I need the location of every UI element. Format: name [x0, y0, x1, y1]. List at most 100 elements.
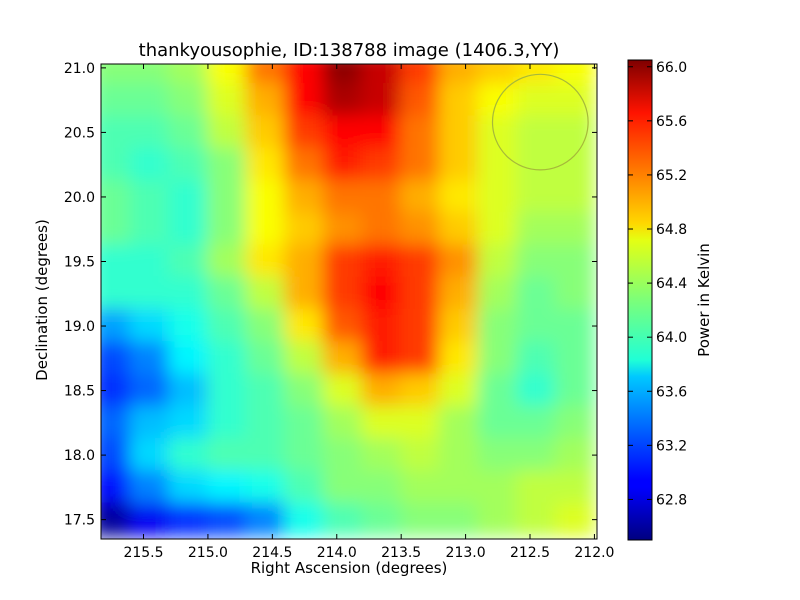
colorbar-ticks: 62.8 63.2 63.6 64.0 64.4 64.8 65.2 65.6 66.0 — [628, 60, 687, 508]
heatmap-cell — [168, 64, 209, 85]
heatmap-cell — [400, 83, 441, 118]
heatmap-cell — [245, 308, 287, 344]
heatmap-cell — [516, 308, 557, 344]
x-tick-label: 215.0 — [188, 545, 228, 561]
heatmap-cell — [129, 276, 171, 311]
y-tick-label: 21.0 — [64, 61, 95, 77]
y-tick-label: 18.0 — [64, 448, 95, 464]
heatmap-cell — [168, 83, 209, 118]
heatmap-cell — [129, 373, 171, 408]
heatmap-cell — [400, 438, 441, 473]
heatmap-cell — [361, 405, 403, 440]
heatmap-cell — [554, 212, 596, 247]
y-tick-label: 20.0 — [64, 190, 95, 206]
colorbar-tick-label: 65.2 — [656, 168, 687, 184]
heatmap-cell — [438, 341, 480, 376]
heatmap-cell — [245, 276, 287, 311]
heatmap-cell — [516, 470, 557, 505]
heatmap-cell — [168, 179, 209, 215]
heatmap-cell — [206, 115, 248, 150]
x-tick-label: 214.5 — [252, 545, 292, 561]
heatmap-cell — [206, 308, 248, 344]
heatmap-cell — [206, 438, 248, 473]
heatmap-cell — [516, 405, 557, 440]
heatmap-cell — [361, 373, 403, 408]
heatmap-cell — [101, 147, 132, 182]
heatmap-cell — [400, 502, 441, 537]
heatmap-cell — [284, 83, 325, 118]
heatmap-cell — [400, 244, 441, 279]
heatmap-cell — [101, 438, 132, 473]
heatmap-cell — [101, 373, 132, 408]
plot-frame — [100, 63, 598, 540]
heatmap-cell — [400, 115, 441, 150]
heatmap-cell — [361, 470, 403, 505]
heatmap-cell — [322, 373, 364, 408]
heatmap-cell — [361, 212, 403, 247]
heatmap-cell — [206, 341, 248, 376]
heatmap-cell — [322, 308, 364, 344]
chart-title: thankyousophie, ID:138788 image (1406.3,… — [139, 40, 560, 61]
heatmap-cell — [361, 179, 403, 215]
x-tick-label: 213.5 — [381, 545, 421, 561]
heatmap-cell — [400, 341, 441, 376]
heatmap-cell — [206, 64, 248, 85]
heatmap-cell — [101, 115, 132, 150]
colorbar-tick-label: 64.8 — [656, 222, 687, 238]
heatmap-cell — [284, 308, 325, 344]
x-tick-label: 215.5 — [123, 545, 163, 561]
heatmap-cell — [245, 147, 287, 182]
heatmap-cell — [400, 308, 441, 344]
heatmap-cell — [101, 179, 132, 215]
heatmap-cell — [245, 405, 287, 440]
heatmap-cell — [516, 276, 557, 311]
heatmap-cell — [554, 115, 596, 150]
colorbar-tick-label: 63.6 — [656, 384, 687, 400]
circle-marker — [491, 73, 589, 171]
heatmap-cell — [322, 115, 364, 150]
heatmap-cell — [245, 502, 287, 537]
heatmap-cell — [284, 179, 325, 215]
heatmap-cell — [101, 276, 132, 311]
heatmap-cell — [438, 115, 480, 150]
heatmap-cell — [129, 115, 171, 150]
heatmap-cell — [516, 341, 557, 376]
heatmap-cell — [168, 308, 209, 344]
heatmap-cell — [438, 405, 480, 440]
heatmap-cell — [400, 147, 441, 182]
heatmap-cell — [206, 502, 248, 537]
heatmap-cell — [438, 470, 480, 505]
heatmap-cell — [101, 212, 132, 247]
heatmap-cell — [284, 115, 325, 150]
heatmap-cell — [168, 212, 209, 247]
heatmap-cell — [129, 83, 171, 118]
heatmap-cell — [361, 502, 403, 537]
heatmap-cell — [554, 64, 596, 85]
heatmap-cell — [477, 341, 519, 376]
heatmap-cell — [245, 115, 287, 150]
heatmap-cell — [284, 64, 325, 85]
heatmap-cell — [322, 438, 364, 473]
heatmap-cell — [129, 438, 171, 473]
heatmap-cell — [129, 212, 171, 247]
heatmap-cell — [477, 438, 519, 473]
heatmap-cell — [322, 212, 364, 247]
heatmap-cell — [284, 373, 325, 408]
y-tick-label: 18.5 — [64, 384, 95, 400]
heatmap-cell — [245, 179, 287, 215]
heatmap-cell — [168, 115, 209, 150]
heatmap-cell — [554, 83, 596, 118]
heatmap-cell — [168, 276, 209, 311]
y-tick-label: 20.5 — [64, 125, 95, 141]
heatmap-cell — [101, 64, 132, 85]
heatmap-cell — [284, 244, 325, 279]
colorbar-tick-label: 64.4 — [656, 276, 687, 292]
heatmap-cell — [438, 83, 480, 118]
heatmap-cell — [438, 373, 480, 408]
colorbar-gradient — [627, 59, 653, 541]
heatmap-cell — [101, 308, 132, 344]
heatmap-cell — [516, 502, 557, 537]
heatmap-cell — [361, 438, 403, 473]
heatmap-cell — [400, 212, 441, 247]
heatmap-cell — [361, 341, 403, 376]
